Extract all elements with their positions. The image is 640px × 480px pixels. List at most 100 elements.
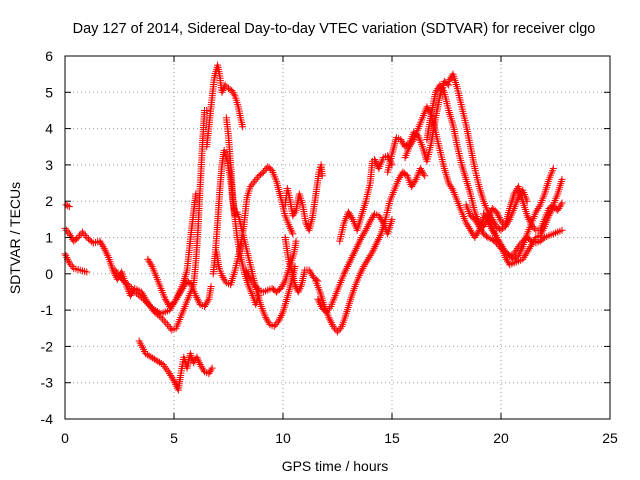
- data-point: [530, 224, 538, 232]
- series-arc-5: [135, 337, 216, 394]
- data-point: [62, 226, 70, 234]
- y-tick-label: 3: [45, 157, 53, 173]
- y-tick-label: 4: [45, 121, 53, 137]
- data-point: [489, 228, 497, 236]
- data-point: [510, 250, 518, 258]
- data-point: [74, 234, 82, 241]
- data-point: [523, 212, 531, 220]
- y-tick-label: 6: [45, 48, 53, 64]
- data-point: [278, 283, 286, 291]
- data-point: [494, 210, 502, 218]
- data-point: [195, 357, 203, 365]
- data-point: [251, 281, 259, 289]
- y-tick-label: 2: [45, 193, 53, 209]
- data-point: [136, 292, 144, 300]
- data-point: [341, 268, 349, 276]
- data-point: [352, 244, 360, 252]
- data-point: [372, 159, 380, 167]
- data-point: [396, 174, 404, 182]
- data-point: [481, 212, 489, 220]
- x-tick-label: 20: [493, 430, 509, 446]
- data-point: [445, 77, 453, 85]
- data-point: [126, 292, 134, 300]
- data-point: [261, 166, 269, 174]
- data-point: [521, 252, 529, 260]
- data-point: [513, 244, 521, 252]
- data-point: [492, 232, 500, 240]
- data-point: [328, 321, 336, 329]
- data-point: [297, 283, 305, 291]
- data-point: [556, 203, 564, 211]
- data-point: [242, 266, 250, 274]
- data-point: [360, 230, 368, 238]
- data-point: [201, 302, 209, 310]
- data-point: [471, 215, 479, 223]
- data-point: [73, 235, 81, 243]
- data-point: [102, 248, 110, 256]
- data-point: [126, 283, 134, 291]
- data-point: [408, 183, 416, 191]
- data-point: [81, 232, 89, 240]
- data-point: [539, 235, 547, 243]
- data-point: [162, 364, 170, 372]
- data-point: [356, 237, 364, 245]
- series-arc-22: [480, 199, 566, 269]
- data-point: [254, 284, 262, 292]
- data-point: [423, 103, 431, 111]
- data-point: [476, 224, 484, 232]
- data-point: [318, 172, 326, 180]
- x-tick-label: 5: [170, 430, 178, 446]
- data-point: [206, 368, 214, 376]
- data-point: [526, 217, 534, 225]
- data-point: [327, 319, 335, 327]
- data-point: [369, 246, 377, 254]
- data-point: [494, 235, 502, 243]
- data-point: [114, 270, 122, 278]
- data-point: [97, 239, 105, 247]
- data-point: [484, 217, 492, 225]
- data-point: [170, 299, 178, 307]
- data-point: [173, 293, 181, 301]
- data-point: [484, 208, 492, 216]
- data-point: [356, 270, 364, 278]
- data-point: [198, 364, 206, 372]
- data-point: [315, 297, 323, 305]
- data-point: [88, 238, 96, 246]
- data-point: [511, 248, 519, 256]
- data-point: [514, 243, 522, 251]
- data-point: [378, 217, 386, 225]
- data-point: [165, 322, 173, 330]
- data-point: [526, 243, 534, 251]
- data-point: [357, 235, 365, 243]
- data-point: [368, 214, 376, 222]
- data-point: [179, 284, 187, 292]
- data-point: [487, 223, 495, 231]
- data-point: [497, 226, 505, 234]
- data-point: [520, 253, 528, 261]
- data-point: [302, 219, 310, 227]
- series-arc-12: [281, 161, 326, 234]
- data-point: [530, 237, 538, 245]
- data-point: [487, 224, 495, 232]
- data-point: [549, 165, 557, 173]
- data-point: [433, 86, 441, 94]
- data-point: [445, 179, 453, 187]
- data-point: [65, 230, 73, 238]
- data-point: [343, 264, 351, 272]
- data-point: [144, 255, 152, 263]
- data-point: [303, 221, 311, 229]
- data-point: [363, 224, 371, 232]
- data-point: [194, 297, 202, 305]
- data-point: [496, 239, 504, 247]
- data-point: [248, 181, 256, 189]
- data-point: [225, 85, 232, 93]
- data-point: [357, 268, 365, 276]
- data-point: [172, 381, 180, 389]
- data-point: [99, 243, 107, 251]
- data-point: [124, 281, 132, 289]
- data-point: [196, 361, 204, 369]
- data-point: [371, 155, 379, 163]
- data-point: [323, 308, 331, 316]
- data-point: [395, 175, 403, 183]
- data-point: [262, 165, 270, 173]
